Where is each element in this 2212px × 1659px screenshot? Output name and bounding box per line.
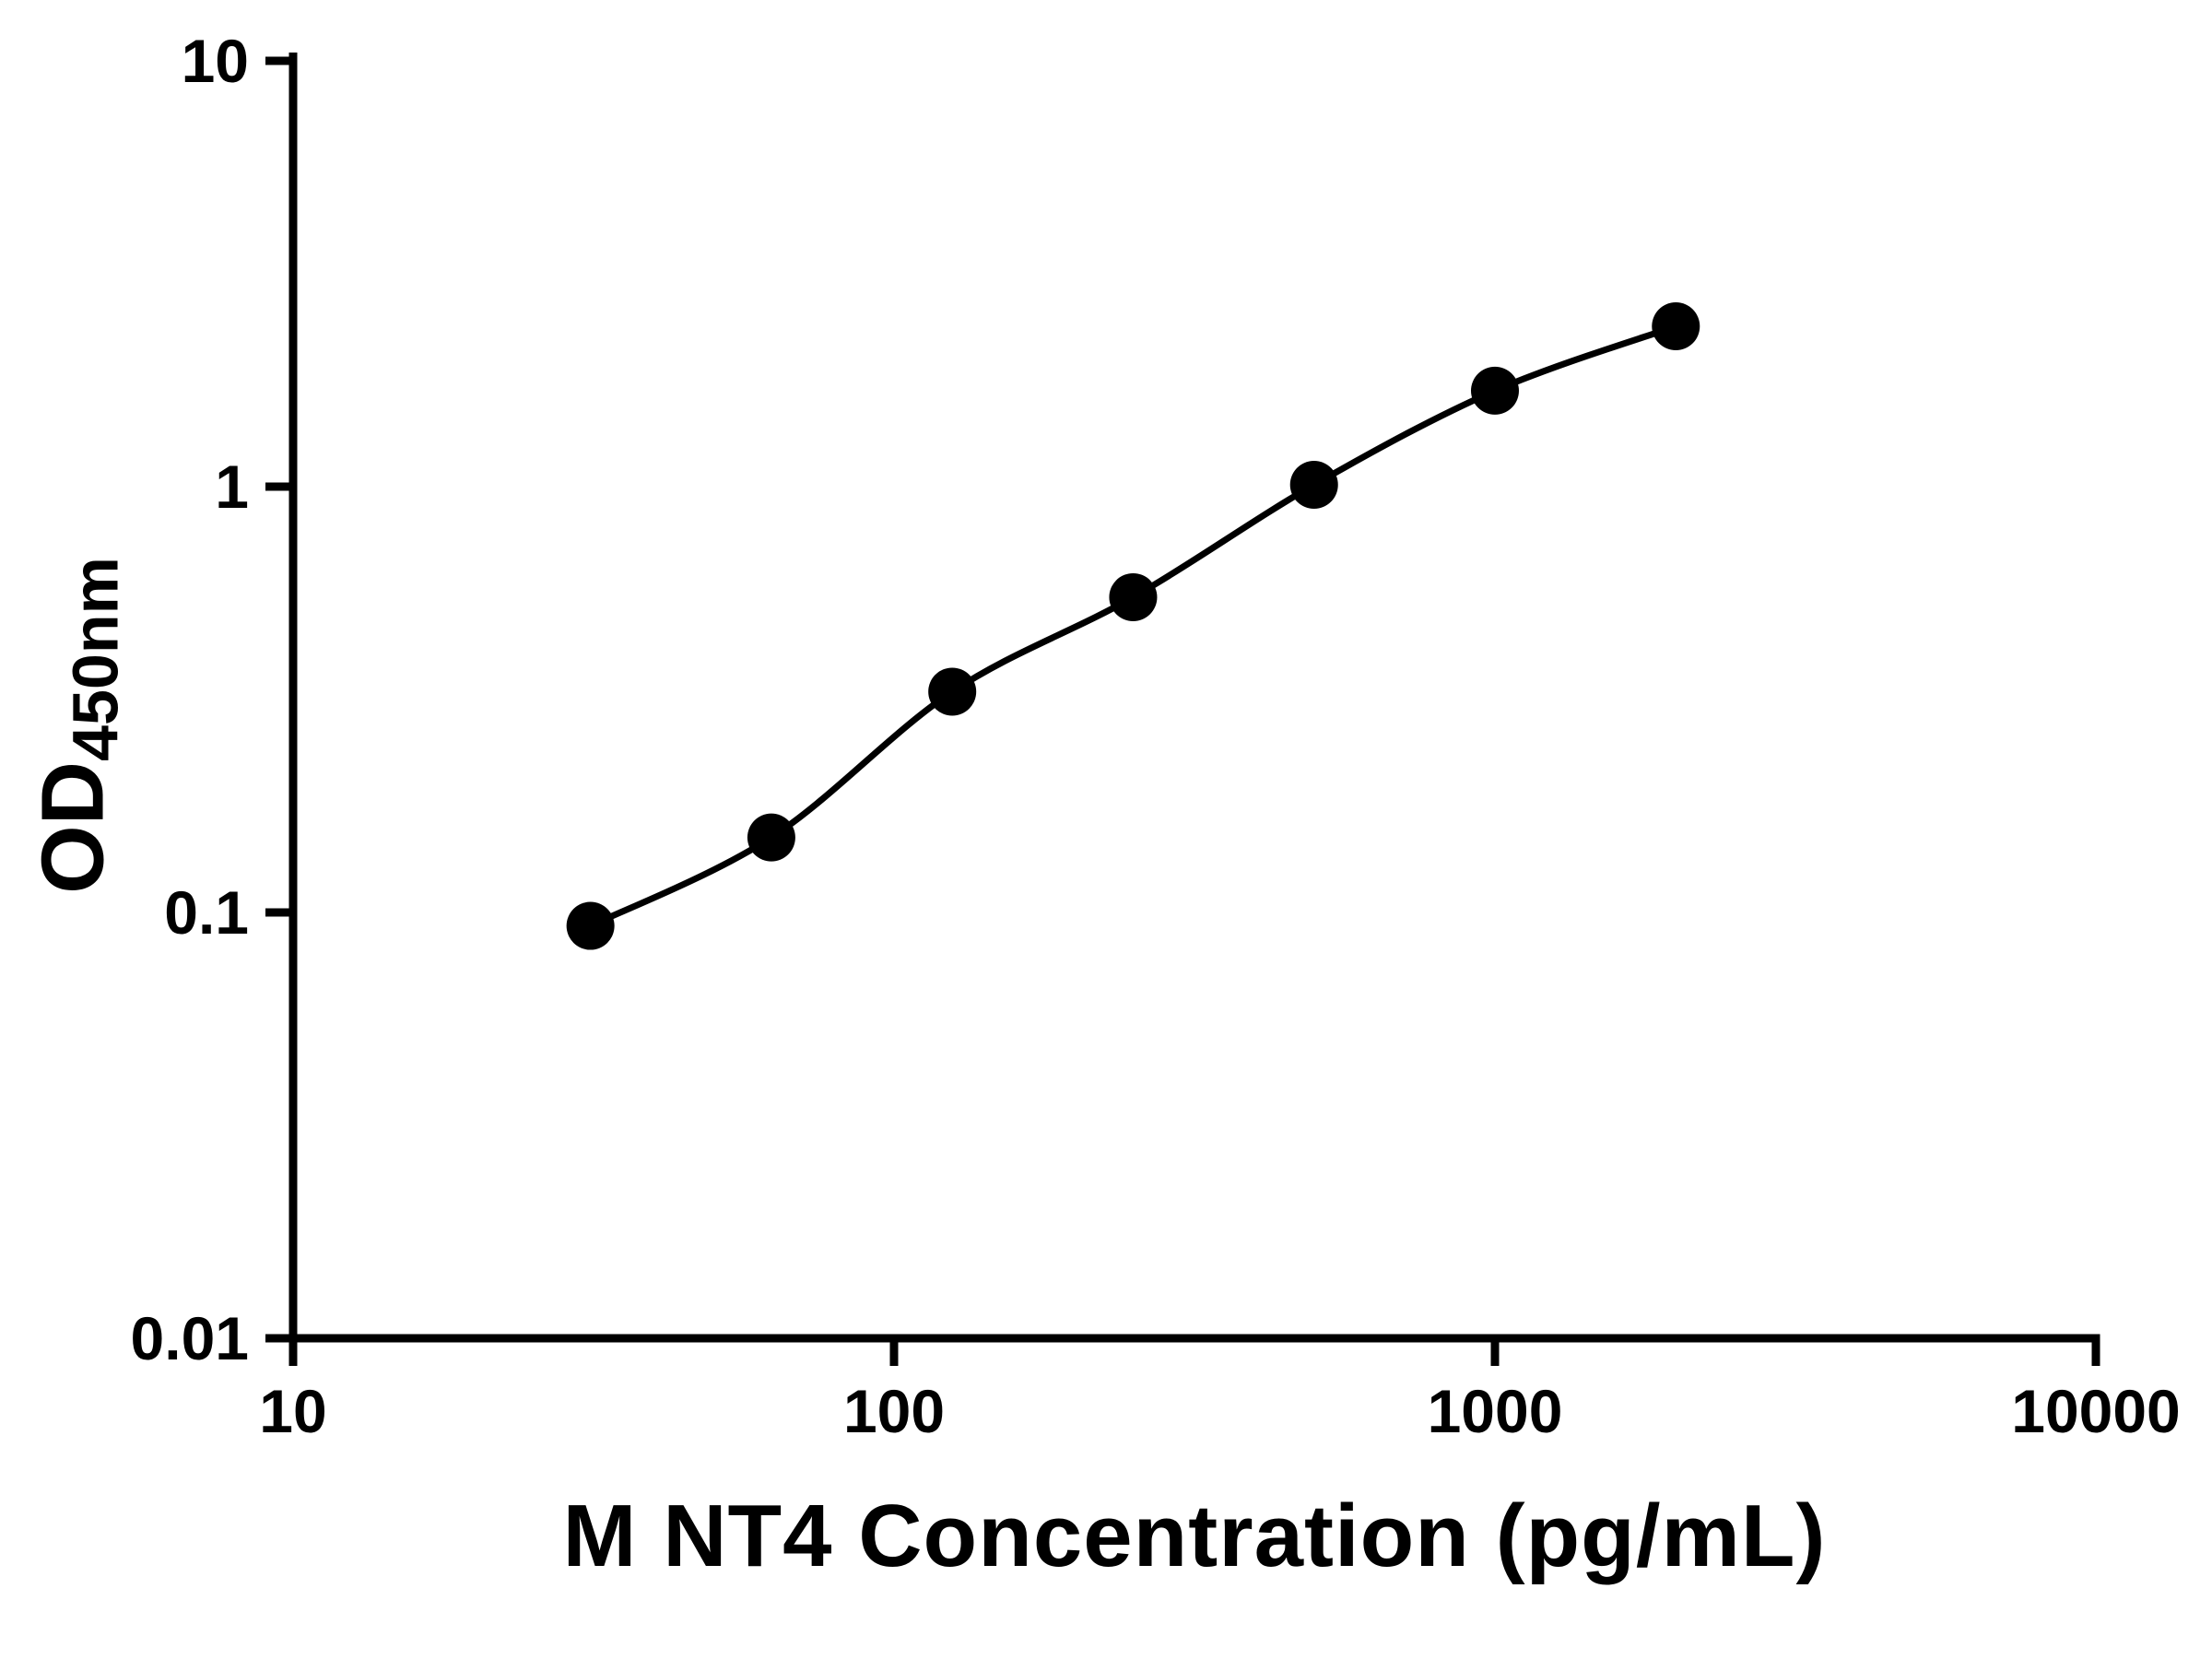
x-axis-label: M NT4 Concentration (pg/mL): [562, 1487, 1827, 1585]
data-point-4: [1289, 461, 1338, 510]
y-tick-label: 0.01: [131, 1304, 249, 1372]
axes-lines: [288, 53, 2100, 1343]
x-tick-label: 100: [843, 1377, 945, 1445]
data-point-5: [1471, 366, 1519, 415]
data-point-6: [1652, 302, 1700, 351]
data-point-3: [1109, 572, 1158, 621]
x-tick-label: 10000: [2011, 1377, 2181, 1445]
data-point-2: [928, 667, 977, 716]
y-axis-label: OD450nm: [24, 557, 132, 894]
y-axis-label-main: OD: [23, 760, 123, 894]
x-tick-label: 1000: [1428, 1377, 1563, 1445]
y-tick-label: 1: [215, 453, 249, 521]
y-tick-label: 0.1: [164, 878, 249, 947]
data-point-1: [747, 813, 795, 862]
y-axis-label-subscript: 450nm: [59, 557, 132, 761]
x-tick-label: 10: [259, 1377, 326, 1445]
y-tick-label: 10: [182, 27, 249, 95]
data-point-0: [566, 901, 615, 950]
